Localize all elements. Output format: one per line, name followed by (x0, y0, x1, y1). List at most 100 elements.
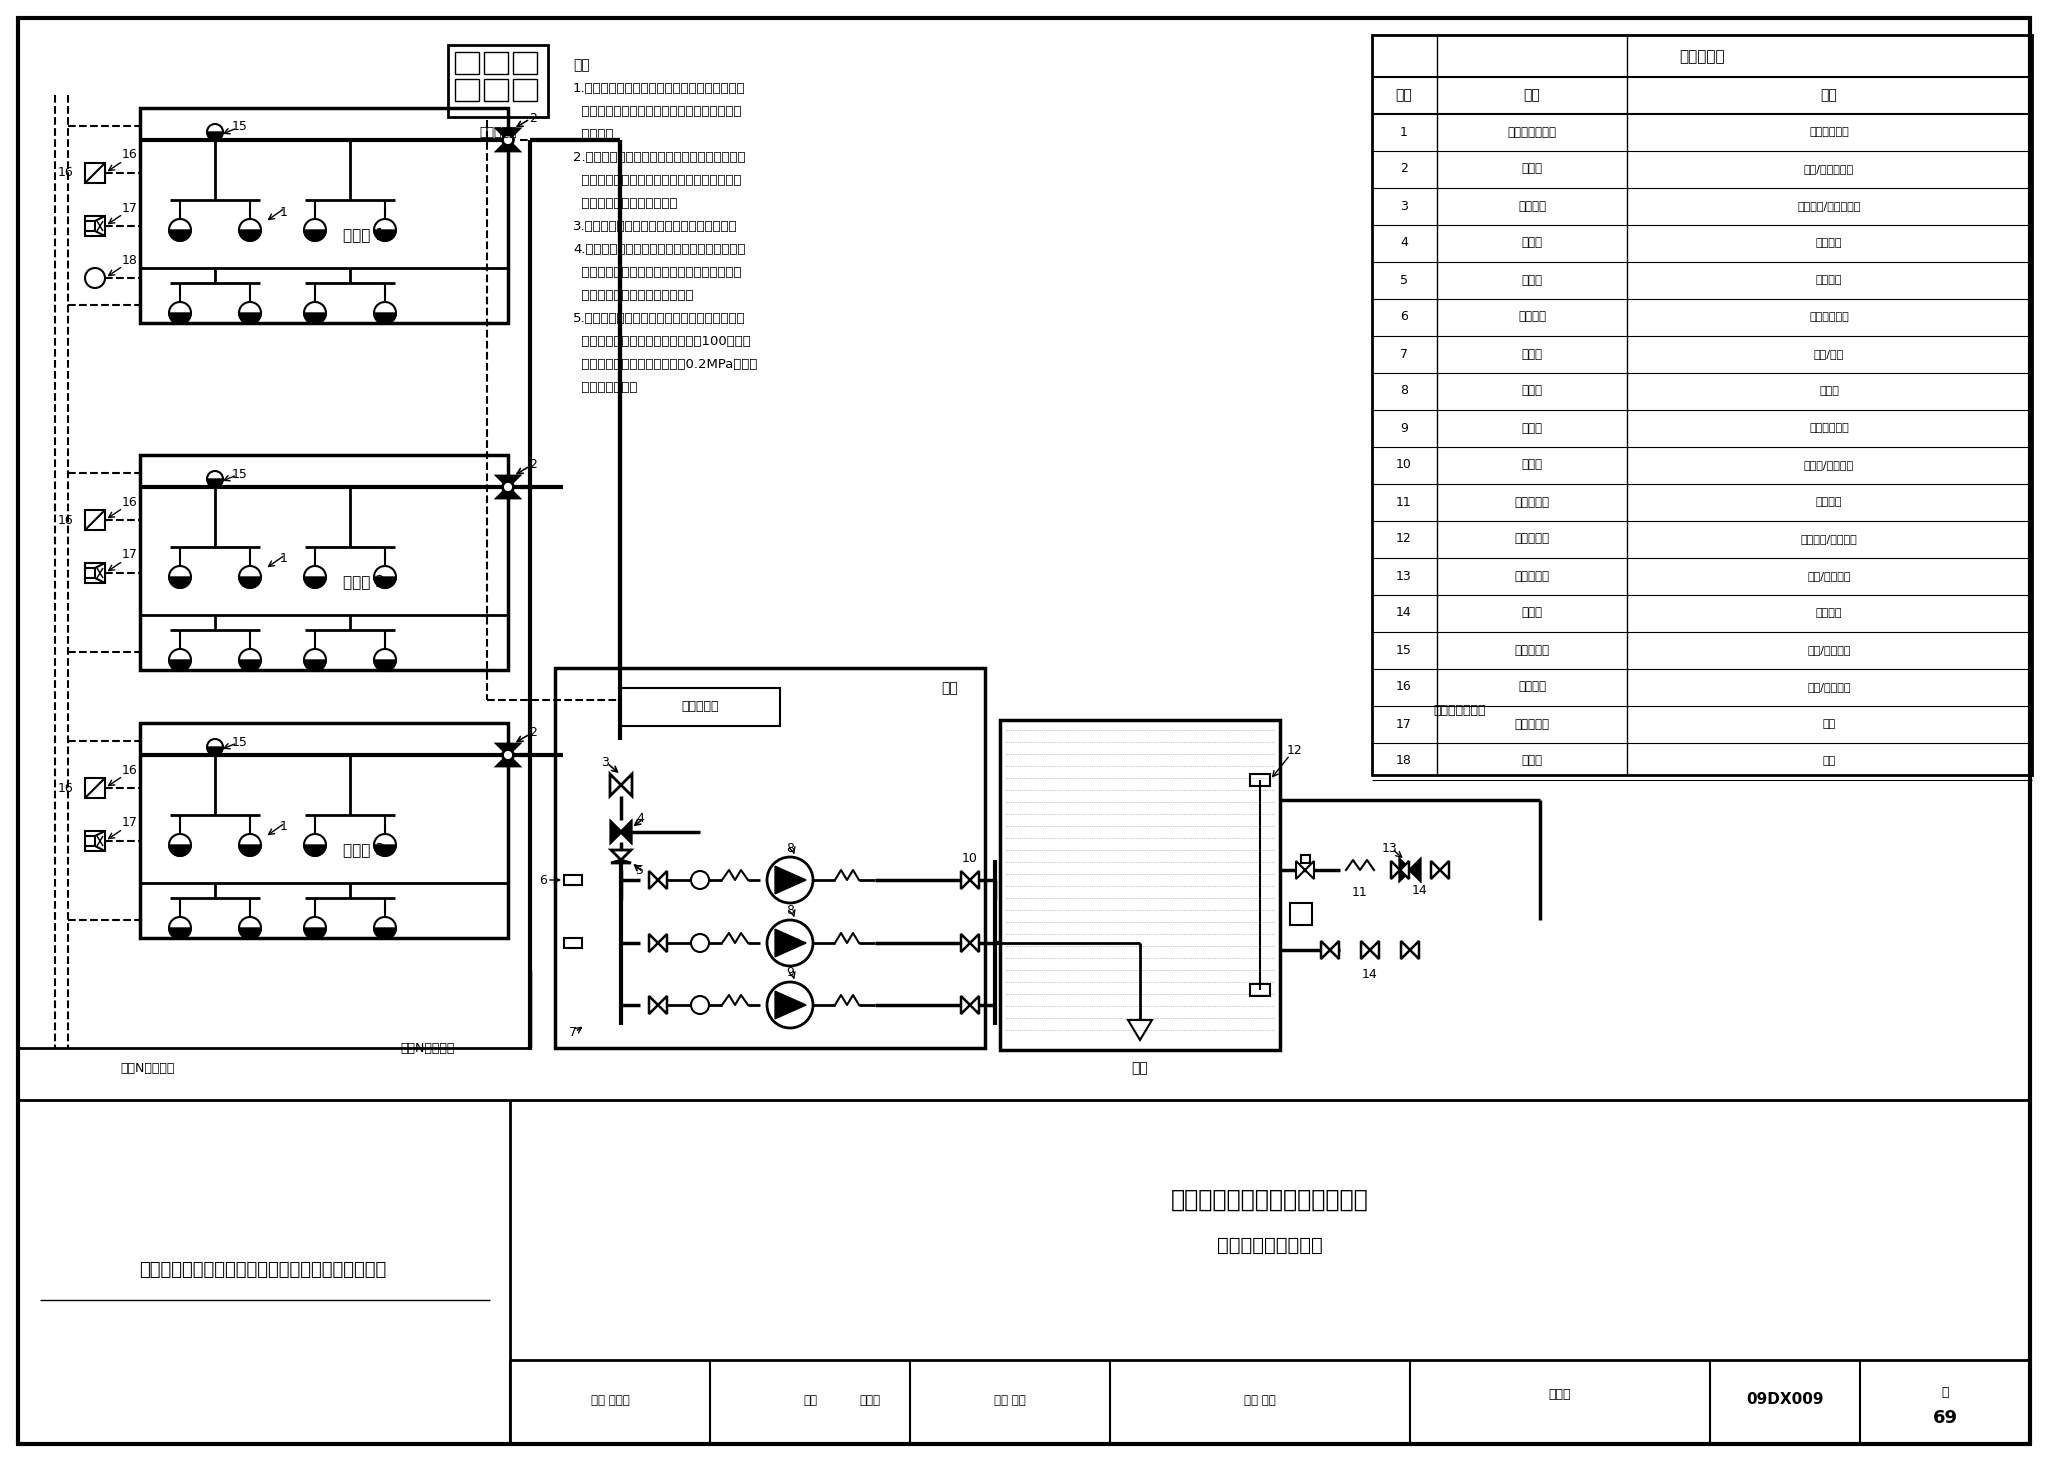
Circle shape (375, 917, 395, 939)
Text: 常闭/应急补水: 常闭/应急补水 (1806, 572, 1851, 580)
Polygon shape (240, 230, 260, 241)
Text: 测试泵组: 测试泵组 (1817, 238, 1843, 249)
Text: 手动报钮: 手动报钮 (1518, 680, 1546, 693)
Bar (86, 216, 104, 235)
Polygon shape (498, 140, 518, 151)
Text: 去第N个保护区: 去第N个保护区 (399, 1041, 455, 1054)
Polygon shape (240, 577, 260, 588)
Text: （选择阀分散设置）: （选择阀分散设置） (1217, 1235, 1323, 1254)
Text: 泄压阀: 泄压阀 (1522, 273, 1542, 287)
Text: 5: 5 (1401, 273, 1409, 287)
Polygon shape (207, 132, 223, 140)
Text: 2: 2 (528, 727, 537, 740)
Circle shape (170, 219, 190, 241)
Circle shape (502, 750, 514, 760)
Polygon shape (498, 129, 518, 140)
Text: 17: 17 (1397, 718, 1411, 731)
Text: 由厂商配套；过滤器精度不应小于100微米；: 由厂商配套；过滤器精度不应小于100微米； (573, 335, 752, 348)
Bar (1300, 855, 1309, 863)
Bar (1249, 773, 1270, 787)
Text: 应急补水阀: 应急补水阀 (1516, 570, 1550, 582)
Text: 7: 7 (1401, 348, 1409, 361)
Circle shape (240, 649, 260, 671)
Polygon shape (774, 991, 807, 1019)
Bar (86, 778, 104, 798)
Circle shape (375, 649, 395, 671)
Bar (449, 45, 549, 117)
Bar (455, 79, 479, 101)
Text: 泄水阀: 泄水阀 (1522, 348, 1542, 361)
Text: 探测器为同一类型，其布置数量应加倍；系统: 探测器为同一类型，其布置数量应加倍；系统 (573, 266, 741, 279)
Text: 测试泵组/带限位开关: 测试泵组/带限位开关 (1798, 200, 1862, 211)
Text: 审核 钟景华: 审核 钟景华 (590, 1393, 629, 1406)
Polygon shape (610, 773, 633, 795)
Circle shape (303, 649, 326, 671)
Text: 序号: 序号 (1395, 88, 1413, 102)
Polygon shape (774, 866, 807, 893)
Text: 4: 4 (637, 811, 643, 825)
Text: 警示: 警示 (1823, 719, 1835, 730)
Polygon shape (375, 230, 395, 241)
Text: 1: 1 (281, 553, 289, 566)
Text: 压力开关: 压力开关 (1518, 310, 1546, 323)
Text: 开式高压细水雾灭火系统原理图（选择阀分散设置）: 开式高压细水雾灭火系统原理图（选择阀分散设置） (139, 1262, 387, 1279)
Text: 15: 15 (231, 735, 248, 749)
Bar (1290, 904, 1313, 925)
Text: 泵房: 泵房 (942, 681, 958, 694)
Circle shape (170, 917, 190, 939)
Text: 批准: 批准 (803, 1393, 817, 1406)
Text: 15: 15 (1397, 643, 1411, 656)
Text: 15: 15 (231, 468, 248, 481)
Circle shape (690, 996, 709, 1015)
Text: 电磁阀: 电磁阀 (1522, 607, 1542, 620)
Polygon shape (303, 928, 326, 939)
Text: 4.系统需同时接收两个报警信号后才能启动；如: 4.系统需同时接收两个报警信号后才能启动；如 (573, 243, 745, 256)
Text: 2: 2 (528, 459, 537, 472)
Text: 用于启动水泵: 用于启动水泵 (1808, 311, 1849, 322)
Bar (999, 719, 1280, 1050)
Polygon shape (1296, 861, 1315, 879)
Polygon shape (1391, 861, 1409, 879)
Text: 报警/启动水泵: 报警/启动水泵 (1806, 681, 1851, 692)
Text: 2.图中选择阀分散设置，水泵至选择阀前的管道: 2.图中选择阀分散设置，水泵至选择阀前的管道 (573, 151, 745, 164)
Circle shape (502, 481, 514, 493)
Text: 16: 16 (123, 496, 137, 509)
Text: 3: 3 (600, 756, 608, 769)
Circle shape (240, 303, 260, 325)
Text: 在准工作状态下应充满水；如能满足系统启动: 在准工作状态下应充满水；如能满足系统启动 (573, 174, 741, 187)
Circle shape (240, 917, 260, 939)
Text: 16: 16 (123, 763, 137, 776)
Text: 止回阀: 止回阀 (1522, 459, 1542, 472)
Polygon shape (170, 659, 190, 671)
Text: 2: 2 (528, 111, 537, 124)
Circle shape (240, 219, 260, 241)
Polygon shape (170, 577, 190, 588)
Polygon shape (303, 577, 326, 588)
Circle shape (207, 471, 223, 487)
Polygon shape (1432, 861, 1450, 879)
Text: 9: 9 (786, 966, 795, 980)
Polygon shape (498, 477, 518, 487)
Circle shape (768, 857, 813, 904)
Polygon shape (961, 996, 979, 1015)
Text: 14: 14 (1397, 607, 1411, 620)
Bar (483, 79, 508, 101)
Circle shape (375, 833, 395, 855)
Polygon shape (303, 230, 326, 241)
Text: 保护区 2: 保护区 2 (344, 575, 385, 589)
Text: 8: 8 (786, 905, 795, 918)
Text: 69: 69 (1933, 1409, 1958, 1427)
Text: 报警控制盘: 报警控制盘 (479, 127, 516, 139)
Text: 14: 14 (1362, 968, 1378, 981)
Text: 5.过滤水箱及液位传感器、过滤器、电磁阀等应: 5.过滤水箱及液位传感器、过滤器、电磁阀等应 (573, 311, 745, 325)
Text: 设计 刘志: 设计 刘志 (1243, 1393, 1276, 1406)
Text: 去第N个保护区: 去第N个保护区 (121, 1061, 174, 1075)
Bar (139, 108, 508, 323)
Circle shape (375, 566, 395, 588)
Text: 超压泄流: 超压泄流 (1817, 275, 1843, 285)
Bar (1249, 984, 1270, 996)
Text: 主要设备表: 主要设备表 (1679, 50, 1724, 64)
Text: 液位传感器: 液位传感器 (1516, 532, 1550, 545)
Text: 7: 7 (569, 1026, 578, 1039)
Text: 总控制阀: 总控制阀 (1518, 199, 1546, 212)
